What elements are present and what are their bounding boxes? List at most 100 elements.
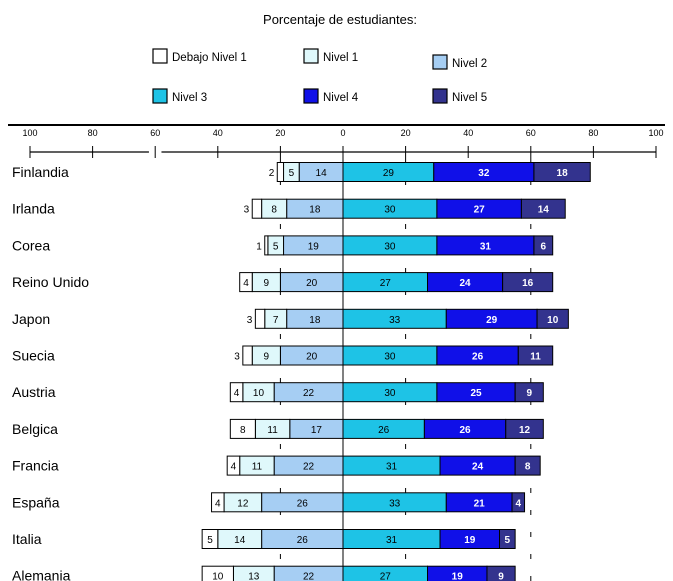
bar-segment-debajo xyxy=(251,198,263,219)
bar-segment-n5 xyxy=(499,529,516,549)
data-label-n2: 22 xyxy=(303,462,315,473)
bar-segment-n5 xyxy=(514,455,541,476)
data-label-debajo: 5 xyxy=(207,535,213,546)
row-francia: Francia 22 11 4 31 24 8 xyxy=(12,455,541,476)
tick-label: 100 xyxy=(22,128,37,138)
legend: Debajo Nivel 1 Nivel 1 Nivel 2 Nivel 3 Nivel… xyxy=(152,48,487,104)
data-label-n2: 22 xyxy=(303,388,315,399)
bar-segment-debajo xyxy=(229,382,244,403)
tick-label: 60 xyxy=(150,128,160,138)
data-label-debajo: 3 xyxy=(234,352,240,363)
data-label-n3: 27 xyxy=(380,278,392,289)
data-label-n5: 14 xyxy=(538,205,550,216)
data-label-n3: 33 xyxy=(389,498,401,509)
legend-label-debajo: Debajo Nivel 1 xyxy=(172,52,247,64)
data-label-debajo: 4 xyxy=(234,388,240,399)
data-label-n5: 9 xyxy=(526,388,532,399)
data-label-n2: 26 xyxy=(297,498,309,509)
data-label-debajo: 2 xyxy=(269,168,275,179)
data-label-n3: 29 xyxy=(383,168,395,179)
legend-swatch-n1 xyxy=(303,48,319,64)
data-label-n2: 18 xyxy=(309,315,321,326)
data-label-n3: 26 xyxy=(378,425,390,436)
data-label-n2: 19 xyxy=(308,241,320,252)
bar-segment-n5 xyxy=(533,162,591,182)
bar-segment-n5 xyxy=(533,235,554,256)
data-label-debajo: 4 xyxy=(243,278,249,289)
data-label-n4: 27 xyxy=(474,205,486,216)
row-reino-unido: Reino Unido 20 9 4 27 24 16 xyxy=(12,272,554,293)
bar-segment-debajo xyxy=(201,565,234,581)
category-label: Corea xyxy=(12,237,50,253)
data-label-n1: 13 xyxy=(248,572,260,581)
tick-label: 40 xyxy=(213,128,223,138)
data-label-n4: 25 xyxy=(470,388,482,399)
category-label: Alemania xyxy=(12,568,71,581)
row-belgica: Belgica 17 11 8 26 26 12 xyxy=(12,418,544,439)
data-label-n3: 31 xyxy=(386,535,398,546)
data-label-n5: 11 xyxy=(530,352,541,363)
category-label: Suecia xyxy=(12,348,55,364)
legend-label-n4: Nivel 4 xyxy=(323,92,359,104)
row-españa: España 26 12 4 33 21 4 xyxy=(12,492,526,513)
data-label-n1: 12 xyxy=(237,498,249,509)
row-suecia: Suecia 20 9 3 30 26 11 xyxy=(12,345,554,366)
data-label-debajo: 10 xyxy=(212,572,224,581)
data-label-n3: 30 xyxy=(384,205,396,216)
legend-swatch-n3 xyxy=(152,88,168,104)
bar-segment-n5 xyxy=(517,345,554,366)
category-label: Francia xyxy=(12,458,59,474)
data-label-n2: 17 xyxy=(311,425,323,436)
data-label-n3: 30 xyxy=(384,241,396,252)
legend-swatch-n2 xyxy=(432,54,448,70)
data-label-n4: 26 xyxy=(460,425,472,436)
tick-label: 60 xyxy=(526,128,536,138)
bar-segment-n5 xyxy=(536,308,569,329)
data-label-n1: 5 xyxy=(273,241,279,252)
data-label-n3: 33 xyxy=(389,315,401,326)
row-irlanda: Irlanda 18 8 3 30 27 14 xyxy=(12,198,566,219)
data-label-n5: 8 xyxy=(525,462,531,473)
data-label-debajo: 4 xyxy=(215,498,221,509)
bar-segment-debajo xyxy=(226,455,241,476)
data-label-n1: 7 xyxy=(273,315,279,326)
data-label-n4: 29 xyxy=(486,315,498,326)
category-label: Finlandia xyxy=(12,164,69,180)
data-label-n5: 9 xyxy=(498,572,504,581)
legend-label-n5: Nivel 5 xyxy=(452,92,487,104)
data-label-n1: 11 xyxy=(267,425,278,436)
data-label-n1: 9 xyxy=(264,352,270,363)
data-label-n5: 4 xyxy=(515,498,521,509)
data-label-n2: 22 xyxy=(303,572,315,581)
data-label-n4: 31 xyxy=(480,241,492,252)
data-label-n3: 30 xyxy=(384,388,396,399)
data-label-n3: 31 xyxy=(386,462,398,473)
tick-label: 100 xyxy=(648,128,663,138)
data-label-debajo: 8 xyxy=(240,425,246,436)
data-label-debajo: 3 xyxy=(244,205,250,216)
bar-segment-n5 xyxy=(486,565,516,581)
data-label-n1: 8 xyxy=(271,205,277,216)
data-label-n4: 19 xyxy=(464,535,476,546)
legend-swatch-debajo xyxy=(152,48,168,64)
chart-title: Porcentaje de estudiantes: xyxy=(263,12,417,27)
tick-label: 0 xyxy=(340,128,345,138)
bar-segment-n5 xyxy=(514,382,544,403)
data-label-n5: 6 xyxy=(541,241,547,252)
category-label: Austria xyxy=(12,384,56,400)
legend-swatch-n5 xyxy=(432,88,448,104)
data-label-n5: 12 xyxy=(519,425,531,436)
bar-segment-n5 xyxy=(520,198,566,219)
bar-segment-debajo xyxy=(201,529,219,549)
category-label: Belgica xyxy=(12,421,58,437)
data-label-n1: 5 xyxy=(289,168,295,179)
x-axis: 100 80 60 40 20 0 20 40 60 80 100 xyxy=(8,124,665,581)
bar-segment-debajo xyxy=(254,308,266,329)
data-label-debajo: 4 xyxy=(231,462,237,473)
bar-segment-debajo xyxy=(211,492,225,513)
data-label-n4: 24 xyxy=(460,278,472,289)
